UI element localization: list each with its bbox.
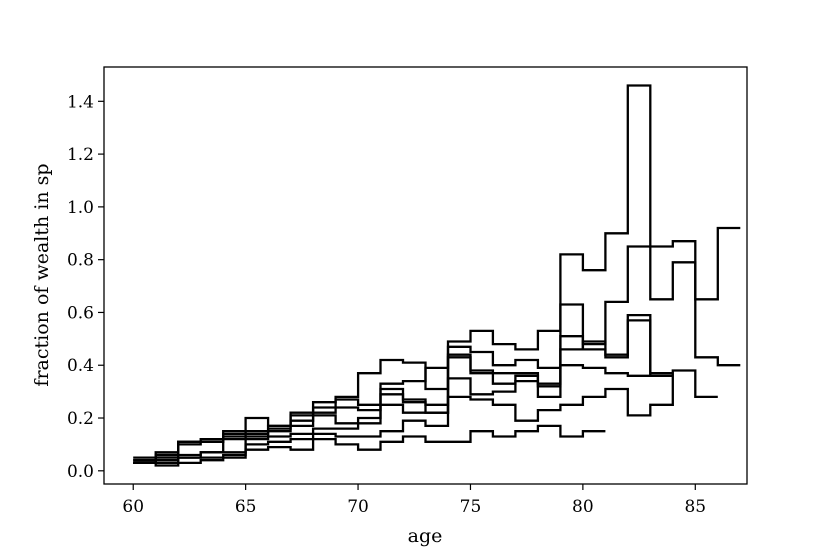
series-line-5 [133, 364, 651, 465]
x-axis: 60 65 70 75 80 85 [122, 484, 706, 517]
x-tick-label: 75 [460, 497, 482, 517]
x-tick-label: 80 [572, 497, 594, 517]
y-tick-label: 0.4 [67, 356, 94, 376]
y-tick-label: 1.0 [67, 198, 94, 218]
y-tick-label: 0.2 [67, 409, 94, 429]
x-tick-label: 70 [347, 497, 369, 517]
series-line-4 [133, 319, 673, 465]
plot-frame [103, 66, 748, 485]
y-axis-label: fraction of wealth in sp [31, 163, 53, 386]
series-line-1 [133, 84, 741, 459]
x-tick-label: 65 [235, 497, 257, 517]
series-line-7 [133, 424, 606, 467]
series-lines [133, 84, 741, 467]
series-line-6 [133, 369, 718, 465]
x-tick-label: 60 [122, 497, 144, 517]
y-tick-label: 0.6 [67, 303, 94, 323]
y-tick-label: 0.8 [67, 251, 94, 271]
x-tick-label: 85 [684, 497, 706, 517]
x-axis-label: age [408, 525, 443, 547]
y-tick-label: 1.4 [67, 92, 94, 112]
y-tick-label: 0.0 [67, 462, 94, 482]
y-axis: 0.0 0.2 0.4 0.6 0.8 1.0 1.2 1.4 [67, 92, 104, 482]
y-tick-label: 1.2 [67, 145, 94, 165]
series-line-2 [133, 226, 741, 462]
